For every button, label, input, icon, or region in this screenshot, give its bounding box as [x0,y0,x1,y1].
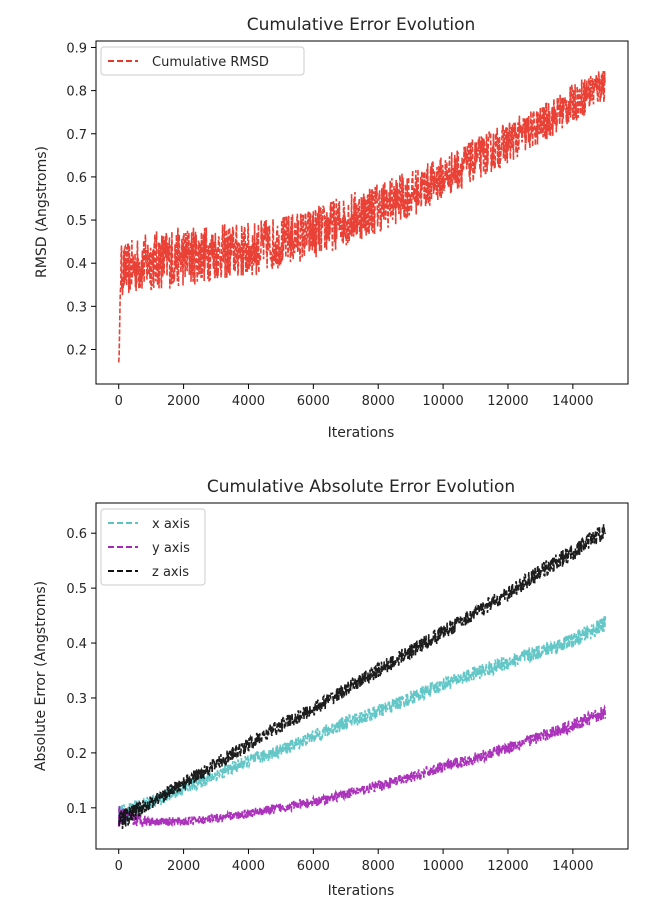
plot-area [117,70,607,363]
series-line-y-axis [117,704,607,828]
y-tick-label: 0.3 [66,300,87,315]
axes-frame [95,502,629,850]
y-tick-label: 0.9 [66,41,87,56]
x-tick-label: 12000 [487,394,528,409]
y-tick-label: 0.8 [66,85,87,100]
legend-label-y-axis: y axis [152,541,190,556]
x-tick-label: 2000 [167,859,200,874]
x-tick-label: 4000 [232,394,265,409]
y-tick-label: 0.6 [66,527,87,542]
y-tick-label: 0.7 [66,128,87,143]
series-line-x-axis [117,616,607,825]
legend-label-x-axis: x axis [152,517,190,532]
x-tick-label: 0 [115,394,123,409]
x-tick-label: 6000 [297,394,330,409]
y-tick-label: 0.6 [66,171,87,186]
x-tick-label: 4000 [232,859,265,874]
y-axis-label: Absolute Error (Angstroms) [33,581,49,771]
x-tick-label: 10000 [422,394,463,409]
legend-label-z-axis: z axis [152,565,189,580]
x-tick-label: 0 [115,859,123,874]
y-tick-label: 0.5 [66,582,87,597]
x-axis-label: Iterations [328,425,395,441]
axis-ticks: 0 2000 4000 6000 8000 10000 12000 14000 0.2 0.3 0.… [66,41,593,409]
x-tick-label: 8000 [362,859,395,874]
axes-frame [95,40,629,385]
x-tick-label: 6000 [297,859,330,874]
axis-ticks: 0 2000 4000 6000 8000 10000 12000 14000 0.1 0.2 0.… [66,527,593,874]
chart-title: Cumulative Error Evolution [247,15,476,35]
legend-frame [100,46,305,76]
x-tick-label: 2000 [167,394,200,409]
x-tick-label: 14000 [552,394,593,409]
chart-absolute-error: Cumulative Absolute Error Evolution 0 200… [33,477,629,899]
y-tick-label: 0.4 [66,637,87,652]
legend: x axis y axis z axis [100,508,206,586]
legend-label-rmsd: Cumulative RMSD [152,55,269,70]
plot-area [117,524,607,830]
y-tick-label: 0.1 [66,802,87,817]
x-tick-label: 12000 [487,859,528,874]
y-axis-label: RMSD (Angstroms) [34,146,50,278]
x-tick-label: 8000 [362,394,395,409]
chart-title: Cumulative Absolute Error Evolution [207,477,515,497]
legend-frame [100,508,206,586]
y-tick-label: 0.2 [66,747,87,762]
y-tick-label: 0.2 [66,343,87,358]
x-axis-label: Iterations [328,883,395,899]
series-line-z-axis [118,524,607,830]
legend: Cumulative RMSD [100,46,305,76]
y-tick-label: 0.4 [66,257,87,272]
y-tick-label: 0.3 [66,692,87,707]
x-tick-label: 10000 [422,859,463,874]
y-tick-label: 0.5 [66,214,87,229]
x-tick-label: 14000 [552,859,593,874]
chart-rmsd: Cumulative Error Evolution 0 2000 4000 6000… [34,15,629,441]
series-line-cumulative-rmsd [117,70,607,363]
